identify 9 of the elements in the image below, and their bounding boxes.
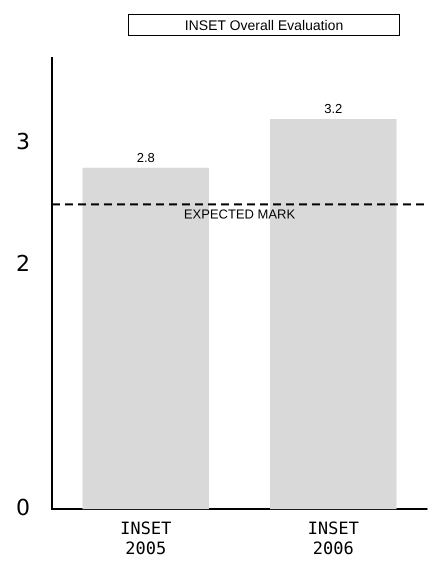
chart-title: INSET Overall Evaluation: [128, 14, 400, 36]
x-tick-label: INSET 2005: [120, 518, 172, 560]
y-tick-label: 2: [16, 252, 30, 278]
y-tick-label: 3: [16, 130, 30, 156]
ref-line-label: EXPECTED MARK: [184, 206, 296, 222]
data-label: 2.8: [136, 150, 155, 165]
data-label: 3.2: [324, 101, 342, 116]
y-tick-label: 0: [16, 496, 30, 521]
x-tick-label: INSET 2006: [308, 518, 359, 560]
